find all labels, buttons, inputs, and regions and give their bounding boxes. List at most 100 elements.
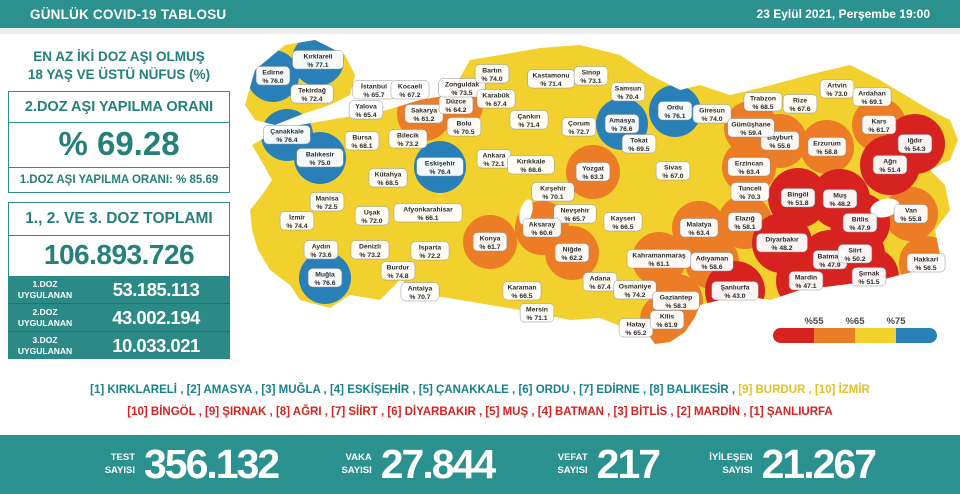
svg-text:Bursa: Bursa	[352, 135, 371, 142]
province-label: Hakkari% 56.5	[906, 253, 946, 273]
ranked-province: [9] ŞIRNAK ,	[205, 406, 276, 418]
svg-text:% 73.1: % 73.1	[580, 78, 601, 85]
stat-test: TEST SAYISI 356.132	[85, 441, 281, 488]
svg-text:% 66.1: % 66.1	[417, 215, 438, 222]
svg-text:Erzincan: Erzincan	[735, 161, 763, 168]
svg-text:% 74.4: % 74.4	[286, 223, 307, 230]
lake-van	[870, 198, 900, 218]
svg-text:% 71.4: % 71.4	[540, 81, 561, 88]
svg-text:% 67.4: % 67.4	[485, 101, 506, 108]
svg-text:% 74.0: % 74.0	[701, 116, 722, 123]
dose-table: 1.DOZ UYGULANAN 53.185.113 2.DOZ UYGULAN…	[8, 276, 230, 360]
ranked-province: [8] BALIKESİR ,	[649, 384, 739, 396]
svg-text:Çankırı: Çankırı	[517, 114, 540, 121]
svg-text:Hatay: Hatay	[627, 322, 646, 329]
svg-text:% 67.4: % 67.4	[589, 284, 610, 291]
svg-text:Afyonkarahisar: Afyonkarahisar	[403, 207, 453, 214]
svg-text:% 71.1: % 71.1	[526, 315, 547, 322]
province-label: Yalova% 65.4	[348, 100, 384, 120]
svg-text:% 58.3: % 58.3	[665, 303, 686, 310]
svg-text:% 70.3: % 70.3	[739, 194, 760, 201]
svg-text:Bingöl: Bingöl	[787, 192, 808, 199]
svg-text:% 70.4: % 70.4	[617, 94, 638, 101]
svg-text:Ankara: Ankara	[482, 153, 505, 160]
svg-text:Burdur: Burdur	[387, 265, 410, 272]
svg-text:% 55.8: % 55.8	[900, 216, 921, 223]
legend-segment	[855, 328, 897, 343]
stat-recovered-value: 21.267	[761, 441, 877, 487]
province-label: İstanbul% 65.7	[352, 80, 396, 100]
stat-test-value: 356.132	[144, 441, 280, 487]
province-label: Bursa% 68.1	[344, 131, 380, 151]
ranked-province: [8] AĞRI ,	[275, 406, 332, 418]
svg-text:% 76.6: % 76.6	[611, 126, 632, 133]
svg-text:% 68.5: % 68.5	[377, 180, 398, 187]
province-label: Kayseri% 66.5	[603, 212, 643, 232]
svg-text:Uşak: Uşak	[364, 210, 380, 217]
province-label: Tokat% 69.5	[621, 134, 657, 154]
second-dose-title: 2.DOZ AŞI YAPILMA ORANI	[8, 91, 230, 124]
svg-text:% 61.1: % 61.1	[648, 261, 669, 268]
province-label: Bitlis% 47.9	[842, 213, 878, 233]
stat-death-label: VEFAT SAYISI	[557, 452, 588, 476]
province-label: Iğdır% 54.3	[897, 134, 933, 154]
svg-text:% 61.9: % 61.9	[656, 322, 677, 329]
svg-text:% 61.2: % 61.2	[413, 116, 434, 123]
svg-text:Ordu: Ordu	[667, 105, 683, 112]
ranked-province: [10] İZMİR	[814, 384, 870, 396]
svg-text:Zonguldak: Zonguldak	[445, 82, 480, 89]
svg-text:Kars: Kars	[871, 119, 886, 126]
province-label: Tunceli% 70.3	[730, 182, 770, 202]
ranked-province: [9] BURDUR ,	[738, 384, 815, 396]
legend-segment	[773, 328, 815, 343]
province-label: Aydın% 73.6	[303, 240, 339, 260]
province-label: Kırklareli% 77.1	[292, 50, 344, 70]
province-label: Edirne% 76.0	[255, 66, 291, 86]
province-label: Siirt% 50.2	[837, 244, 873, 264]
ranked-province: [10] BİNGÖL ,	[127, 406, 206, 418]
svg-text:% 67.6: % 67.6	[789, 106, 810, 113]
province-label: Kahramanmaraş% 61.1	[626, 249, 692, 269]
ranked-province: [1] KIRKLARELİ ,	[90, 384, 187, 396]
svg-text:% 54.3: % 54.3	[904, 146, 925, 153]
svg-text:% 74.2: % 74.2	[624, 292, 645, 299]
svg-text:Erzurum: Erzurum	[813, 141, 841, 148]
svg-text:% 72.4: % 72.4	[301, 96, 322, 103]
svg-text:% 72.7: % 72.7	[568, 129, 589, 136]
province-label: Afyonkarahisar% 66.1	[393, 203, 463, 223]
svg-text:% 72.5: % 72.5	[316, 204, 337, 211]
vaccination-panel: EN AZ İKİ DOZ AŞI OLMUŞ 18 YAŞ VE ÜSTÜ N…	[8, 48, 230, 360]
dose-row-3-label: 3.DOZ UYGULANAN	[17, 334, 73, 356]
svg-text:% 76.4: % 76.4	[429, 169, 450, 176]
legend-label: %55	[804, 316, 824, 327]
svg-text:Bitlis: Bitlis	[852, 217, 869, 224]
map-legend: %55 %65 %75	[773, 316, 937, 343]
svg-text:Çorum: Çorum	[568, 121, 590, 128]
svg-text:Gaziantep: Gaziantep	[660, 295, 692, 302]
svg-text:Balıkesir: Balıkesir	[306, 152, 335, 159]
province-label: Bingöl% 51.8	[780, 188, 816, 208]
province-label: Isparta% 72.2	[410, 241, 450, 261]
svg-text:Şırnak: Şırnak	[859, 271, 880, 278]
province-label: Erzurum% 58.8	[807, 137, 847, 157]
ranked-province: [4] ESKİŞEHİR ,	[329, 384, 419, 396]
svg-text:% 73.6: % 73.6	[310, 252, 331, 259]
svg-text:% 66.5: % 66.5	[612, 224, 633, 231]
svg-text:% 77.1: % 77.1	[307, 62, 328, 69]
svg-text:Sivas: Sivas	[664, 165, 682, 172]
province-label: Çanakkale% 76.4	[263, 125, 311, 145]
svg-text:Tunceli: Tunceli	[738, 186, 761, 193]
svg-text:% 60.6: % 60.6	[531, 230, 552, 237]
svg-text:Kahramanmaraş: Kahramanmaraş	[632, 253, 685, 260]
province-label: Rize% 67.6	[782, 94, 818, 114]
svg-text:Düzce: Düzce	[446, 99, 466, 106]
province-label: Kocaeli% 67.2	[390, 80, 430, 100]
province-label: Diyarbakır% 48.2	[756, 233, 808, 253]
svg-text:Antalya: Antalya	[408, 286, 433, 293]
svg-text:% 51.4: % 51.4	[879, 167, 900, 174]
svg-text:Denizli: Denizli	[359, 244, 381, 251]
dose-row-2-value: 43.002.194	[112, 306, 200, 328]
province-label: Bilecik% 73.2	[388, 129, 428, 149]
province-label: Niğde% 62.2	[554, 243, 590, 263]
